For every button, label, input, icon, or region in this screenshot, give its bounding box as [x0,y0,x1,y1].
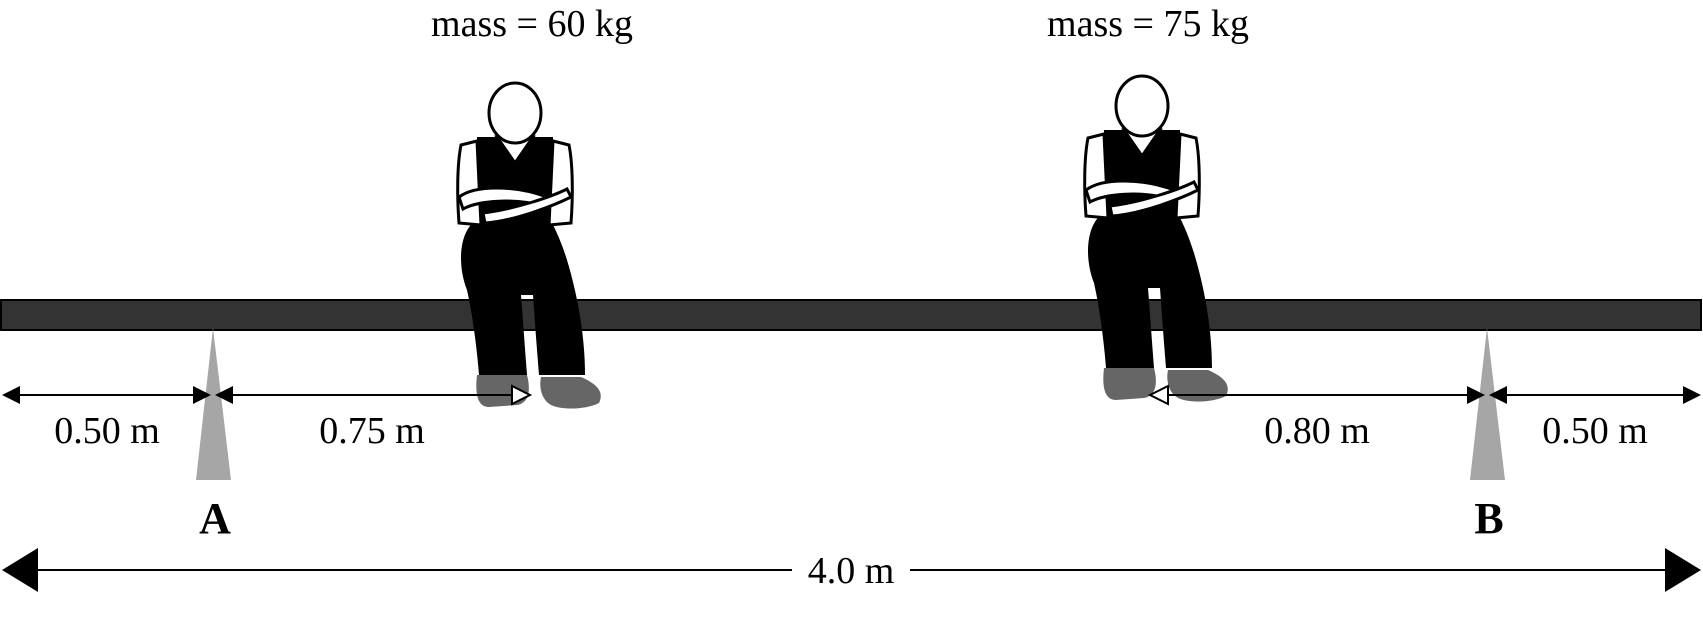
person-60kg [456,81,603,411]
plank [0,299,1702,331]
person-75kg [1083,74,1230,404]
mass-label-person1: mass = 60 kg [431,3,633,45]
support-b [1470,328,1505,480]
dim-right-overhang: 0.50 m [1542,410,1648,452]
total-length-arrow [2,548,1701,592]
dimension-lines [2,384,1701,406]
dim-person2-to-b: 0.80 m [1264,410,1370,452]
support-a [196,328,231,480]
mass-label-person2: mass = 75 kg [1047,3,1249,45]
dim-left-overhang: 0.50 m [54,410,160,452]
dim-total-length: 4.0 m [808,550,895,592]
support-label-b: B [1474,494,1503,543]
dim-a-to-person1: 0.75 m [319,410,425,452]
support-label-a: A [199,494,231,543]
